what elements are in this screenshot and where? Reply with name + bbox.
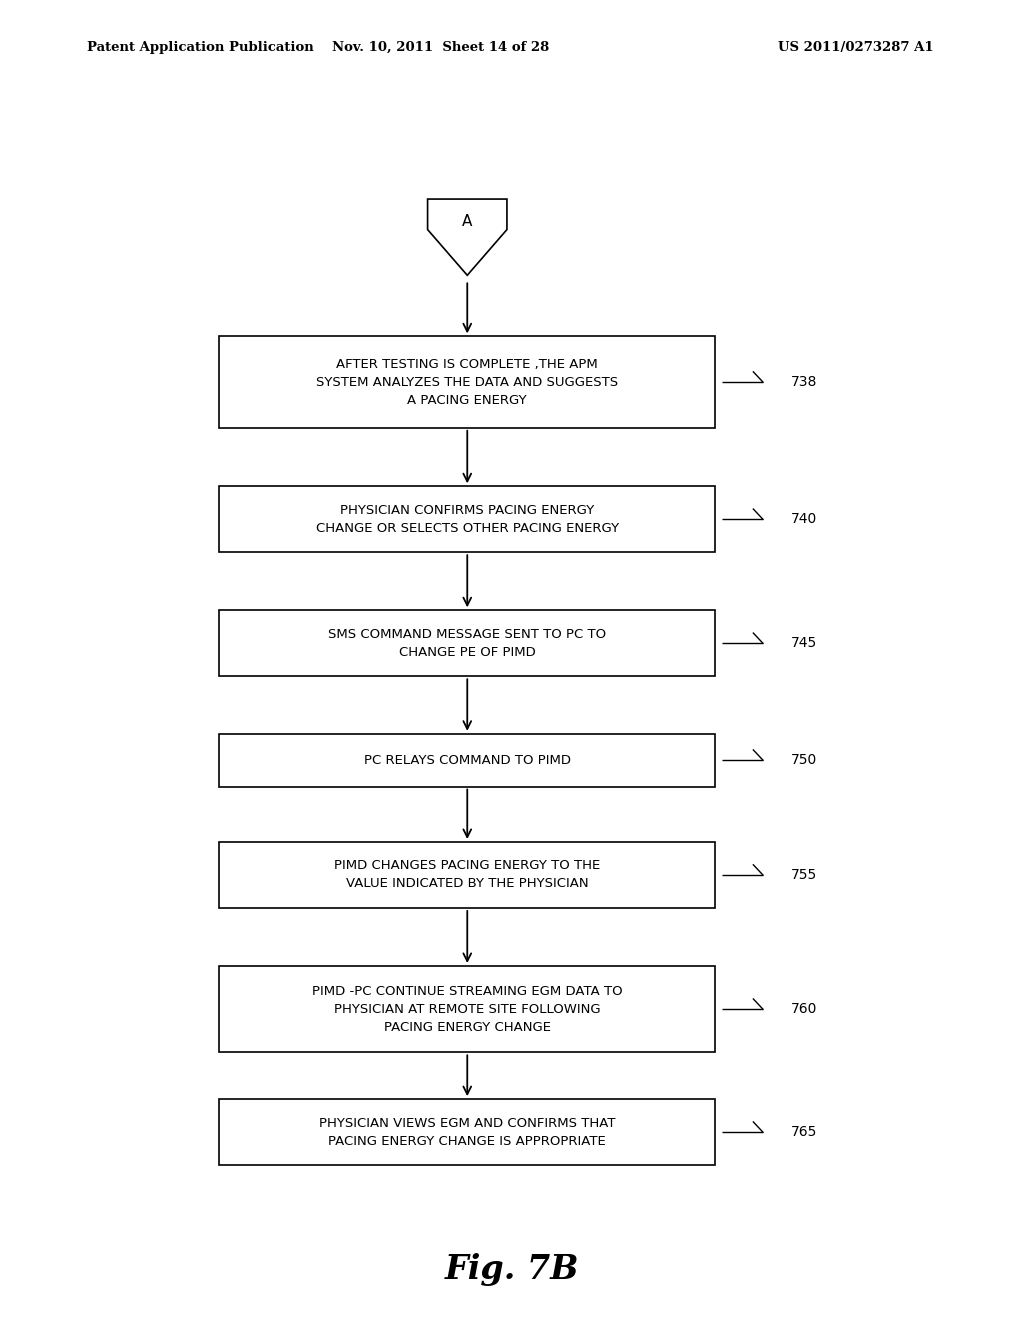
Text: Nov. 10, 2011  Sheet 14 of 28: Nov. 10, 2011 Sheet 14 of 28 xyxy=(332,41,549,54)
Text: Patent Application Publication: Patent Application Publication xyxy=(87,41,313,54)
Text: 765: 765 xyxy=(791,1125,817,1139)
FancyBboxPatch shape xyxy=(219,337,715,428)
Text: SMS COMMAND MESSAGE SENT TO PC TO
CHANGE PE OF PIMD: SMS COMMAND MESSAGE SENT TO PC TO CHANGE… xyxy=(329,628,606,659)
Text: 745: 745 xyxy=(791,636,817,651)
FancyBboxPatch shape xyxy=(219,734,715,787)
Text: 738: 738 xyxy=(791,375,817,389)
Text: 755: 755 xyxy=(791,869,817,882)
Text: 750: 750 xyxy=(791,754,817,767)
Text: A: A xyxy=(462,214,472,228)
Text: 740: 740 xyxy=(791,512,817,527)
FancyBboxPatch shape xyxy=(219,486,715,552)
Text: 760: 760 xyxy=(791,1002,817,1016)
FancyBboxPatch shape xyxy=(219,842,715,908)
Text: Fig. 7B: Fig. 7B xyxy=(444,1254,580,1286)
Text: PHYSICIAN CONFIRMS PACING ENERGY
CHANGE OR SELECTS OTHER PACING ENERGY: PHYSICIAN CONFIRMS PACING ENERGY CHANGE … xyxy=(315,504,618,535)
FancyBboxPatch shape xyxy=(219,1100,715,1166)
Text: PIMD CHANGES PACING ENERGY TO THE
VALUE INDICATED BY THE PHYSICIAN: PIMD CHANGES PACING ENERGY TO THE VALUE … xyxy=(334,859,600,891)
Text: PC RELAYS COMMAND TO PIMD: PC RELAYS COMMAND TO PIMD xyxy=(364,754,570,767)
Text: US 2011/0273287 A1: US 2011/0273287 A1 xyxy=(778,41,934,54)
FancyBboxPatch shape xyxy=(219,610,715,676)
Text: PIMD -PC CONTINUE STREAMING EGM DATA TO
PHYSICIAN AT REMOTE SITE FOLLOWING
PACIN: PIMD -PC CONTINUE STREAMING EGM DATA TO … xyxy=(312,985,623,1034)
FancyBboxPatch shape xyxy=(219,966,715,1052)
Text: PHYSICIAN VIEWS EGM AND CONFIRMS THAT
PACING ENERGY CHANGE IS APPROPRIATE: PHYSICIAN VIEWS EGM AND CONFIRMS THAT PA… xyxy=(319,1117,615,1147)
Polygon shape xyxy=(428,199,507,276)
Text: AFTER TESTING IS COMPLETE ,THE APM
SYSTEM ANALYZES THE DATA AND SUGGESTS
A PACIN: AFTER TESTING IS COMPLETE ,THE APM SYSTE… xyxy=(316,358,618,407)
